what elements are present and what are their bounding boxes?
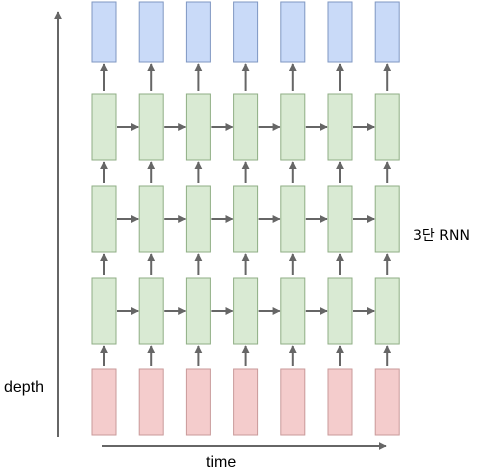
input-cell <box>138 368 164 436</box>
output-cell <box>233 1 259 63</box>
hidden-cell <box>233 277 259 345</box>
output-cell <box>185 1 211 63</box>
time-axis-label: time <box>206 454 237 471</box>
hidden-cell <box>91 185 117 253</box>
hidden-cell <box>233 185 259 253</box>
hidden-cell <box>327 185 353 253</box>
output-cell <box>91 1 117 63</box>
hidden-cell <box>374 277 400 345</box>
input-cell <box>91 368 117 436</box>
layer-count-label: 3단 RNN <box>413 228 470 244</box>
output-cell <box>138 1 164 63</box>
input-cell <box>327 368 353 436</box>
hidden-cell <box>185 93 211 161</box>
input-cell <box>374 368 400 436</box>
connections <box>100 63 392 366</box>
hidden-cell <box>91 277 117 345</box>
hidden-cell <box>185 277 211 345</box>
output-cell <box>280 1 306 63</box>
hidden-cell <box>374 185 400 253</box>
hidden-cell <box>185 185 211 253</box>
hidden-cell <box>138 93 164 161</box>
hidden-cell <box>138 277 164 345</box>
hidden-cell <box>280 277 306 345</box>
output-cell <box>374 1 400 63</box>
output-cell <box>327 1 353 63</box>
axes <box>54 11 387 450</box>
depth-axis-label: depth <box>4 379 45 396</box>
hidden-cell <box>327 93 353 161</box>
hidden-cell <box>91 93 117 161</box>
hidden-cell <box>374 93 400 161</box>
hidden-cell <box>327 277 353 345</box>
input-cell <box>233 368 259 436</box>
hidden-cell <box>138 185 164 253</box>
hidden-cell <box>280 185 306 253</box>
cells <box>91 1 400 436</box>
input-cell <box>185 368 211 436</box>
input-cell <box>280 368 306 436</box>
hidden-cell <box>233 93 259 161</box>
hidden-cell <box>280 93 306 161</box>
